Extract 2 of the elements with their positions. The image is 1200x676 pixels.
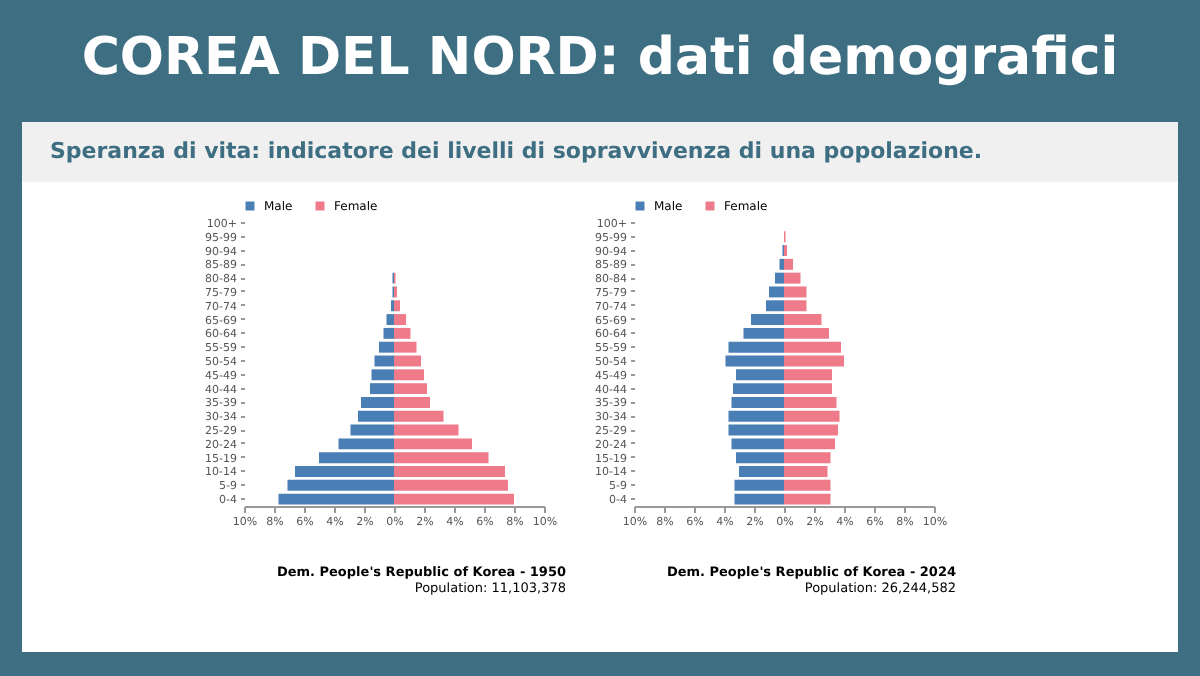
chart-subtitle: Speranza di vita: indicatore dei livelli di sopravvivenza di una popolazione. bbox=[22, 122, 1178, 182]
chart-title: COREA DEL NORD: dati demografici bbox=[79, 28, 1121, 88]
